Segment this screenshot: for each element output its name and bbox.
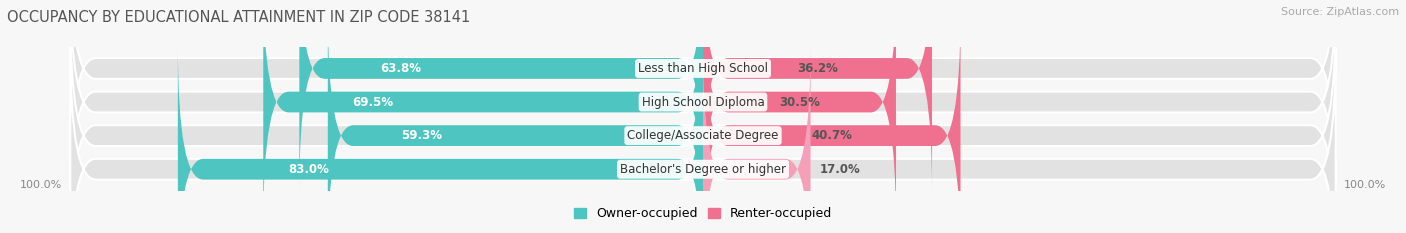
FancyBboxPatch shape — [70, 0, 1336, 192]
Text: College/Associate Degree: College/Associate Degree — [627, 129, 779, 142]
FancyBboxPatch shape — [703, 12, 960, 233]
Text: Source: ZipAtlas.com: Source: ZipAtlas.com — [1281, 7, 1399, 17]
Text: Less than High School: Less than High School — [638, 62, 768, 75]
Text: 40.7%: 40.7% — [811, 129, 852, 142]
FancyBboxPatch shape — [703, 0, 932, 192]
Text: OCCUPANCY BY EDUCATIONAL ATTAINMENT IN ZIP CODE 38141: OCCUPANCY BY EDUCATIONAL ATTAINMENT IN Z… — [7, 10, 470, 25]
Text: Bachelor's Degree or higher: Bachelor's Degree or higher — [620, 163, 786, 176]
FancyBboxPatch shape — [179, 45, 703, 233]
Text: 17.0%: 17.0% — [820, 163, 860, 176]
Text: 100.0%: 100.0% — [20, 180, 62, 190]
Text: 36.2%: 36.2% — [797, 62, 838, 75]
Text: 100.0%: 100.0% — [1344, 180, 1386, 190]
FancyBboxPatch shape — [328, 12, 703, 233]
FancyBboxPatch shape — [70, 12, 1336, 233]
FancyBboxPatch shape — [703, 0, 896, 226]
Text: 59.3%: 59.3% — [401, 129, 441, 142]
FancyBboxPatch shape — [263, 0, 703, 226]
Text: 69.5%: 69.5% — [353, 96, 394, 109]
FancyBboxPatch shape — [70, 0, 1336, 226]
Text: 83.0%: 83.0% — [288, 163, 329, 176]
FancyBboxPatch shape — [299, 0, 703, 192]
Legend: Owner-occupied, Renter-occupied: Owner-occupied, Renter-occupied — [568, 202, 838, 225]
Text: High School Diploma: High School Diploma — [641, 96, 765, 109]
Text: 63.8%: 63.8% — [380, 62, 420, 75]
FancyBboxPatch shape — [70, 45, 1336, 233]
FancyBboxPatch shape — [703, 45, 810, 233]
Text: 30.5%: 30.5% — [779, 96, 820, 109]
